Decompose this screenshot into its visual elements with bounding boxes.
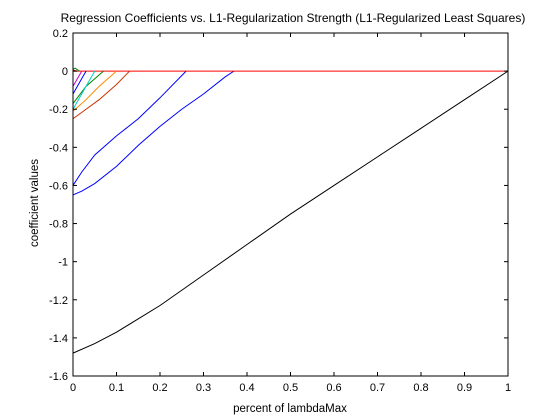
axis-ticks: 0 0.1 0.2 0.3 0.4 0.5 0.6 0.7 0.8 0.9 1 0.2 0 -0.2 -0.… xyxy=(49,28,511,394)
x-tick-label: 0.9 xyxy=(457,382,472,394)
series-line-2 xyxy=(72,70,235,196)
plot-area xyxy=(72,32,509,377)
x-tick-label: 0.2 xyxy=(152,382,167,394)
x-tick-label: 0.4 xyxy=(239,382,254,394)
y-tick-label: -1.2 xyxy=(49,295,68,307)
x-tick-label: 0.5 xyxy=(283,382,298,394)
axes-frame xyxy=(72,32,509,377)
y-tick-label: -1.6 xyxy=(49,371,68,383)
chart-title: Regression Coefficients vs. L1-Regulariz… xyxy=(61,11,526,25)
x-tick-label: 0.6 xyxy=(326,382,341,394)
y-tick-label: -0.6 xyxy=(49,180,68,192)
series-line-7 xyxy=(72,70,104,104)
y-tick-label: -0.2 xyxy=(49,104,68,116)
series-line-11 xyxy=(72,67,80,72)
series-line-8 xyxy=(72,70,96,110)
series-line-6 xyxy=(72,70,117,112)
y-axis-label: coefficient values xyxy=(29,159,41,247)
y-tick-label: 0 xyxy=(62,66,68,78)
x-axis-label: percent of lambdaMax xyxy=(233,403,347,415)
series-line-3 xyxy=(72,70,187,186)
x-tick-label: 0.8 xyxy=(413,382,428,394)
series-line-10 xyxy=(72,70,83,87)
x-tick-label: 0 xyxy=(70,382,76,394)
series-line-5 xyxy=(72,70,130,120)
y-tick-label: -0.4 xyxy=(49,142,68,154)
series-line-9 xyxy=(72,70,87,95)
series-line-1 xyxy=(72,70,509,354)
y-tick-label: -0.8 xyxy=(49,219,68,231)
y-tick-label: -1.4 xyxy=(49,333,68,345)
x-tick-label: 0.7 xyxy=(370,382,385,394)
y-tick-label: -1 xyxy=(58,257,68,269)
y-tick-label: 0.2 xyxy=(53,28,68,40)
x-tick-label: 0.1 xyxy=(109,382,124,394)
x-tick-label: 0.3 xyxy=(196,382,211,394)
x-tick-label: 1 xyxy=(505,382,511,394)
